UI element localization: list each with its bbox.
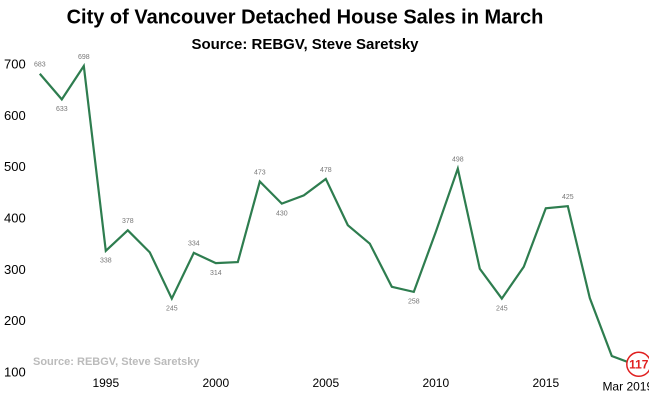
highlight-circle xyxy=(626,351,649,378)
data-label: 117 xyxy=(629,357,649,371)
data-label: 478 xyxy=(320,167,332,174)
chart-subtitle: Source: REBGV, Steve Saretsky xyxy=(191,36,419,53)
y-tick-label: 400 xyxy=(4,210,26,225)
watermark: Source: REBGV, Steve Saretsky xyxy=(33,356,200,368)
x-tick-label: 2010 xyxy=(422,376,449,390)
y-tick-label: 500 xyxy=(4,159,26,174)
y-tick-label: 700 xyxy=(4,56,26,71)
data-label: 473 xyxy=(254,169,266,176)
y-tick-label: 300 xyxy=(4,262,26,277)
data-label: 314 xyxy=(210,270,222,277)
data-label: 633 xyxy=(56,106,68,113)
chart-title: City of Vancouver Detached House Sales i… xyxy=(67,6,544,28)
y-tick-label: 100 xyxy=(4,364,26,379)
data-label: 430 xyxy=(276,210,288,217)
data-label: 683 xyxy=(34,62,46,69)
y-tick-label: 200 xyxy=(4,313,26,328)
data-label: 698 xyxy=(78,54,90,61)
x-tick-label: 1995 xyxy=(92,376,119,390)
line xyxy=(38,62,635,366)
x-tick-label: 2015 xyxy=(532,376,559,390)
data-label: 378 xyxy=(122,218,134,225)
data-label: 258 xyxy=(408,299,420,306)
data-label: 338 xyxy=(100,258,112,265)
data-label: 498 xyxy=(452,157,464,164)
data-label: 334 xyxy=(188,241,200,248)
annotation: Mar 2019 xyxy=(602,379,649,393)
y-tick-label: 600 xyxy=(4,108,26,123)
x-tick-label: 2005 xyxy=(312,376,339,390)
data-label: 245 xyxy=(496,305,508,312)
data-label: 245 xyxy=(166,305,178,312)
x-tick-label: 2000 xyxy=(202,376,229,390)
data-label: 425 xyxy=(562,194,574,201)
